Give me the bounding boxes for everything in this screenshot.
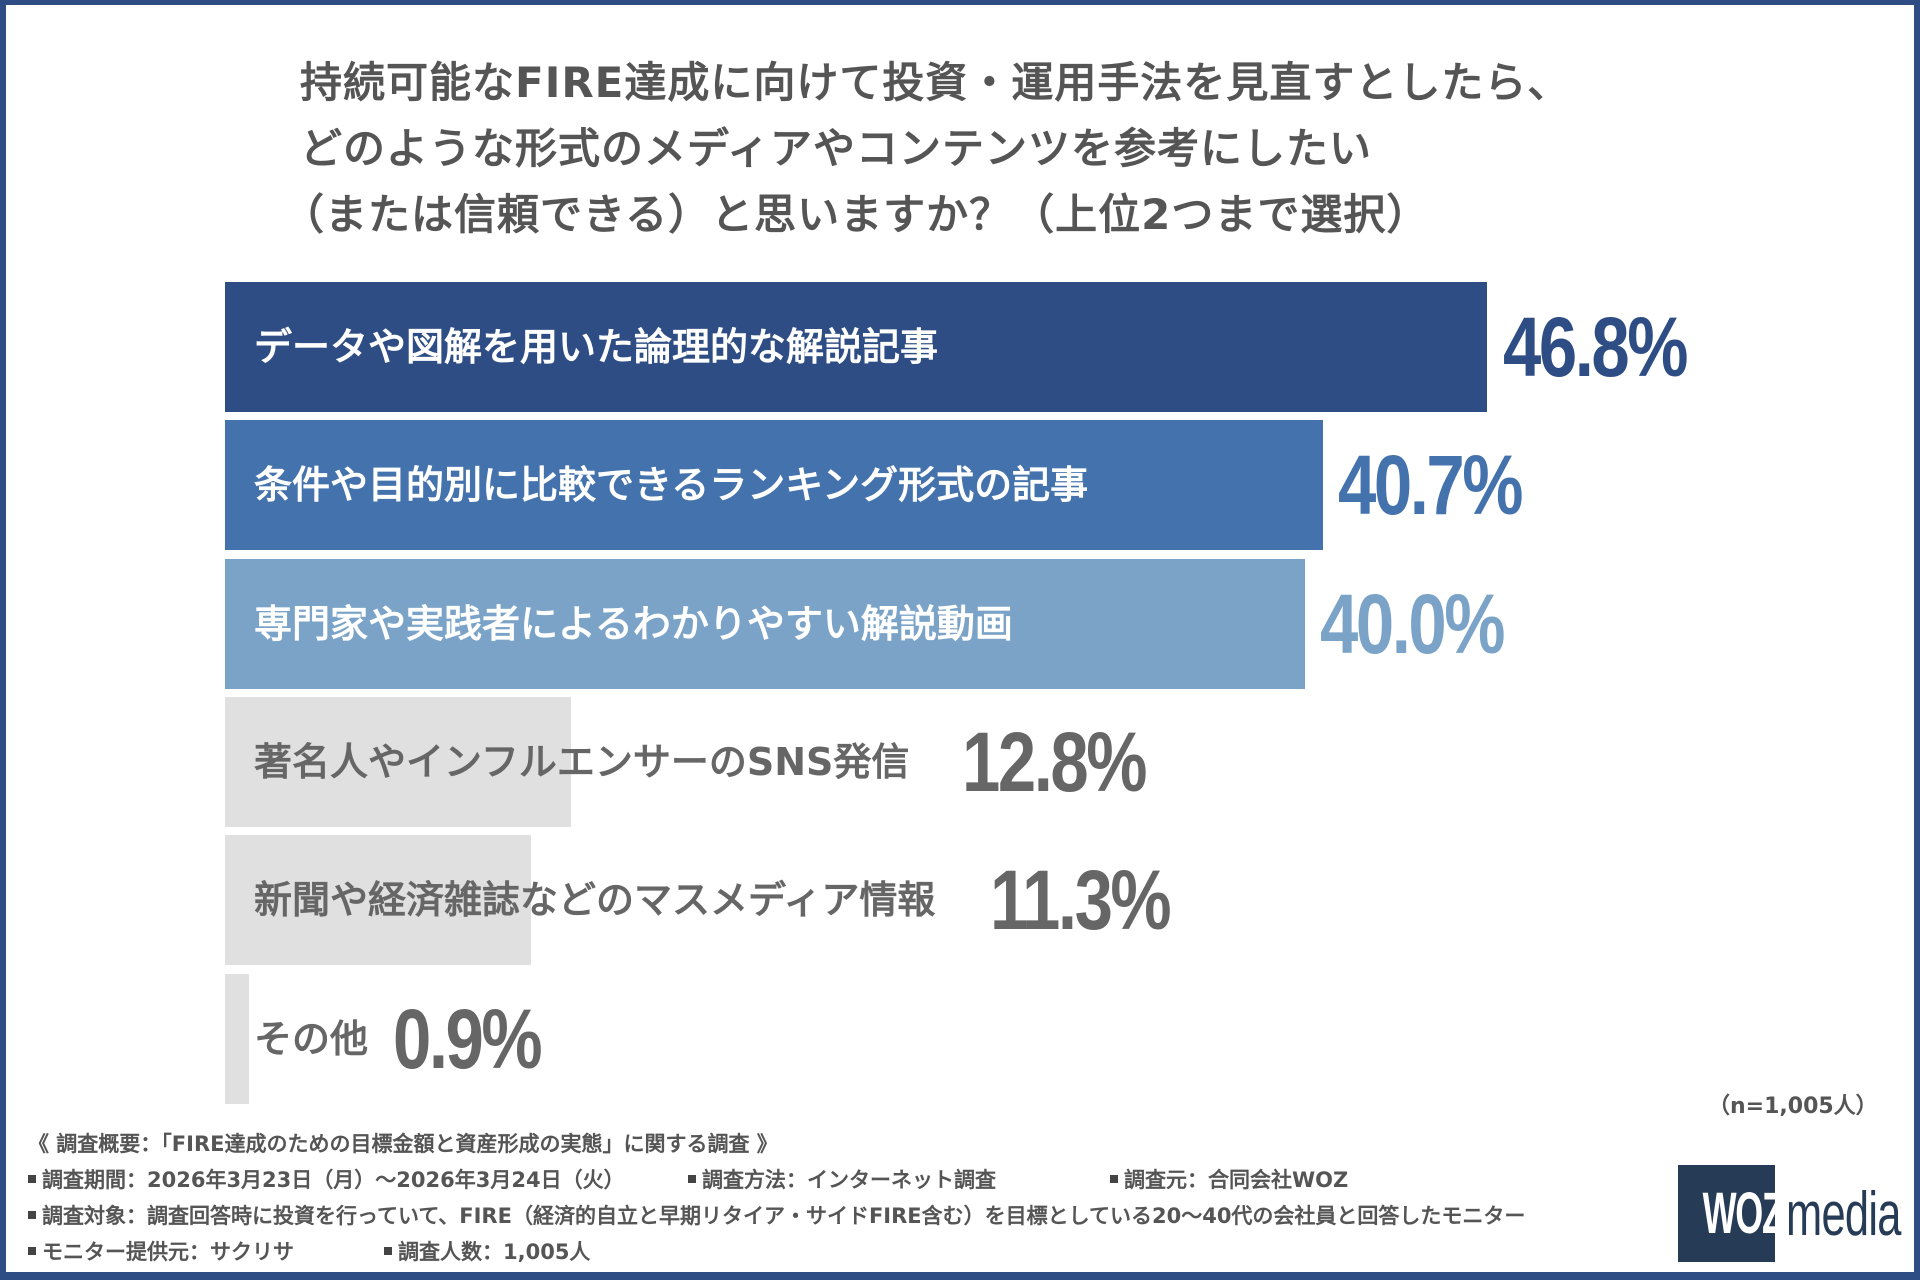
bar-expert-videos	[225, 559, 1305, 689]
woz-logo-box: WOZ	[1678, 1165, 1784, 1262]
logo-media-text: media	[1786, 1180, 1901, 1249]
bar-label: その他	[254, 1017, 369, 1061]
bar-ranking-articles	[225, 420, 1323, 550]
bar-value: 11.3%	[990, 853, 1172, 947]
bullet-icon	[384, 1247, 392, 1255]
footer-row-3: 調査対象：調査回答時に投資を行っていて、FIRE（経済的自立と早期リタイア・サイ…	[28, 1199, 1525, 1233]
bullet-icon	[688, 1175, 696, 1183]
bar-value: 46.8%	[1503, 300, 1688, 394]
footer-target: 調査対象：調査回答時に投資を行っていて、FIRE（経済的自立と早期リタイア・サイ…	[42, 1204, 1526, 1228]
title-line-3: （または信頼できる）と思いますか？（上位2つまで選択）	[282, 190, 1430, 239]
bar-value: 12.8%	[962, 715, 1147, 809]
bar-influencer-sns	[225, 697, 571, 827]
footer-row-4: モニター提供元：サクリサ 調査人数：1,005人	[28, 1235, 1028, 1269]
bar-data-articles	[225, 282, 1487, 412]
bullet-icon	[28, 1211, 36, 1219]
bar-value: 40.0%	[1320, 577, 1505, 671]
footer-organizer: 調査元：合同会社WOZ	[1124, 1168, 1349, 1192]
bar-value: 0.9%	[393, 992, 543, 1086]
bullet-icon	[28, 1175, 36, 1183]
bar-label: データや図解を用いた論理的な解説記事	[254, 325, 939, 369]
bullet-icon	[28, 1247, 36, 1255]
sample-size-note: （n=1,005人）	[1708, 1094, 1878, 1119]
bar-mass-media	[225, 835, 531, 965]
footer-summary: 《 調査概要：「FIRE達成のための目標金額と資産形成の実態」に関する調査 》	[28, 1132, 778, 1156]
bar-label: 著名人やインフルエンサーのSNS発信	[254, 740, 910, 784]
footer-monitor: モニター提供元：サクリサ	[42, 1240, 294, 1264]
bar-label: 専門家や実践者によるわかりやすい解説動画	[254, 602, 1013, 646]
title-line-1: 持続可能なFIRE達成に向けて投資・運用手法を見直すとしたら、	[300, 58, 1571, 107]
bar-value: 40.7%	[1338, 438, 1523, 532]
bar-other	[225, 974, 249, 1104]
bullet-icon	[1110, 1175, 1118, 1183]
logo-box-text: WOZ	[1702, 1181, 1784, 1246]
footer-count: 調査人数：1,005人	[398, 1240, 591, 1264]
footer-period: 調査期間：2026年3月23日（月）～2026年3月24日（火）	[42, 1168, 625, 1192]
bar-label: 新聞や経済雑誌などのマスメディア情報	[254, 878, 936, 922]
bar-label: 条件や目的別に比較できるランキング形式の記事	[254, 463, 1089, 507]
footer-row-2: 調査期間：2026年3月23日（月）～2026年3月24日（火） 調査方法：イン…	[28, 1163, 1628, 1197]
footer-method: 調査方法：インターネット調査	[702, 1168, 996, 1192]
title-line-2: どのような形式のメディアやコンテンツを参考にしたい	[300, 124, 1373, 173]
chart-title: 持続可能なFIRE達成に向けて投資・運用手法を見直すとしたら、 どのような形式の…	[282, 50, 1700, 248]
